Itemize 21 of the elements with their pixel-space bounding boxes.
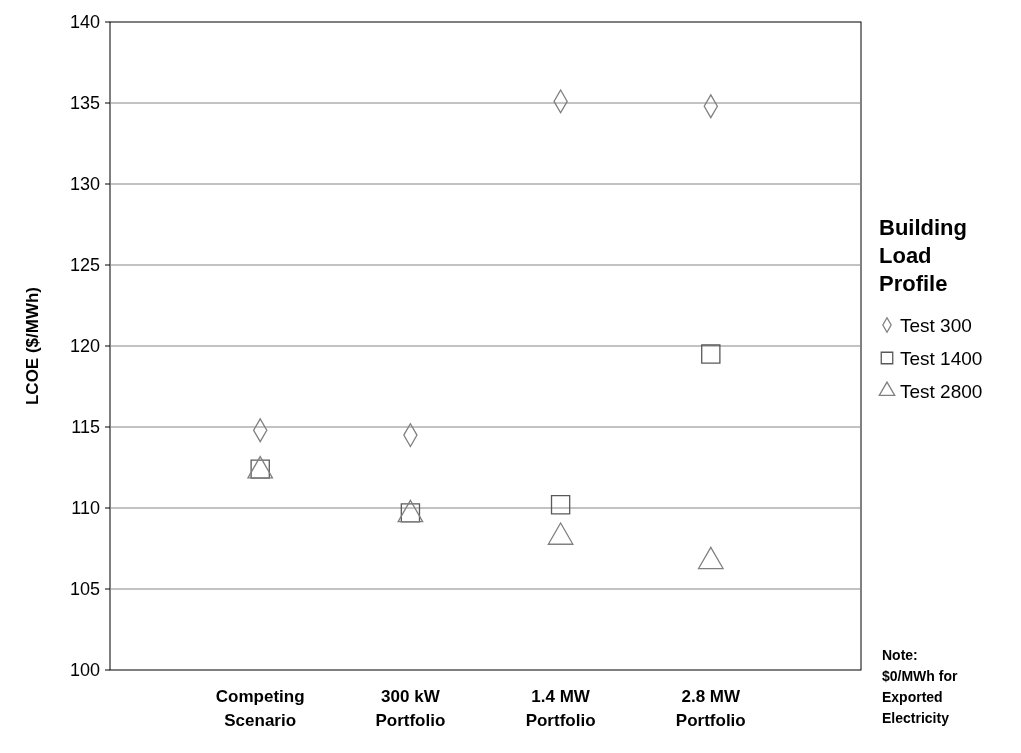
legend-title: Building Load Profile (879, 215, 967, 296)
legend-label: Test 1400 (900, 347, 983, 369)
y-tick-label: 105 (69, 579, 100, 600)
y-tick-label: 120 (69, 336, 100, 357)
y-tick-label: 115 (71, 417, 100, 438)
x-tick-label: 2.8 MW Portfolio (675, 687, 746, 730)
y-axis-title: LCOE ($/MWh) (23, 286, 42, 406)
y-tick-label: 130 (69, 174, 100, 195)
legend-label: Test 2800 (900, 380, 983, 402)
text: Note: $0/MWh for Exported Electricity (882, 647, 958, 726)
x-tick-label: 300 kW Portfolio (375, 687, 446, 730)
y-tick-label: 100 (69, 660, 100, 681)
legend-label: Test 300 (900, 314, 972, 336)
y-tick-label: 140 (69, 12, 100, 33)
point (701, 344, 721, 364)
y-tick-label: 125 (69, 255, 100, 276)
y-tick-label: 110 (71, 498, 100, 519)
point (550, 495, 571, 515)
y-tick-label: 135 (69, 93, 100, 114)
x-tick-label: 1.4 MW Portfolio (525, 687, 596, 730)
x-tick-label: Competing Scenario (215, 687, 305, 730)
